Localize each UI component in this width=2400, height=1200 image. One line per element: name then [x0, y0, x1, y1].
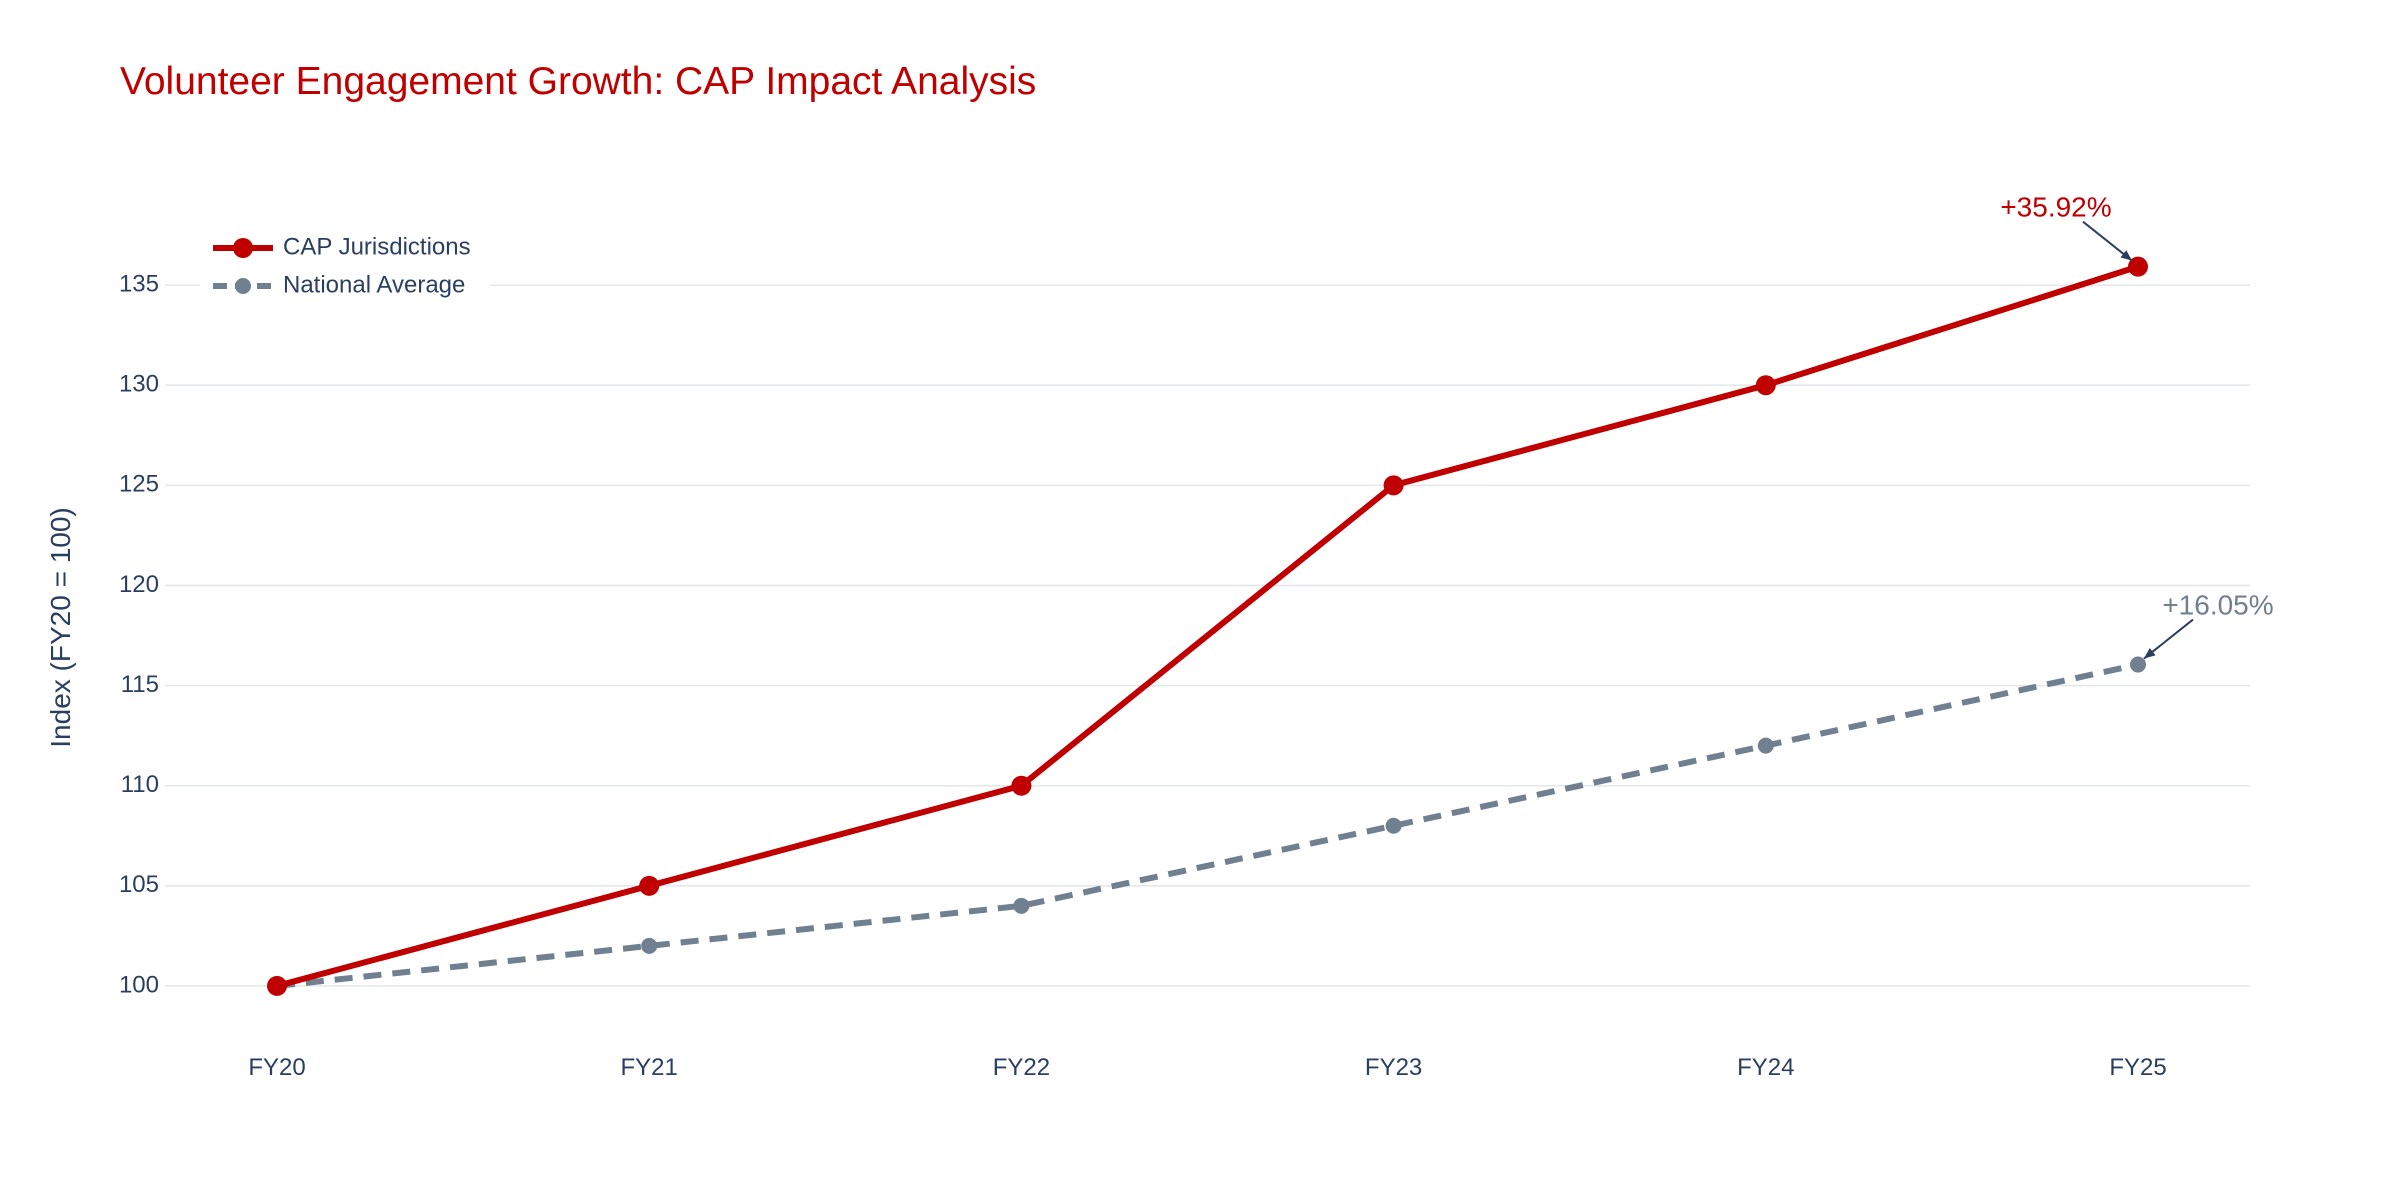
chart-title: Volunteer Engagement Growth: CAP Impact …: [120, 60, 1037, 103]
data-point[interactable]: [1757, 737, 1774, 754]
x-tick-label: FY20: [248, 1054, 305, 1081]
x-axis-ticks: FY20 FY21 FY22 FY23 FY24 FY25: [248, 1054, 2166, 1081]
series-national-average: [269, 656, 2146, 994]
data-point[interactable]: [267, 975, 287, 996]
y-tick-label: 125: [119, 471, 159, 498]
x-tick-label: FY24: [1737, 1054, 1794, 1081]
annotations: +35.92% +16.05%: [2000, 192, 2274, 660]
annotation: +35.92%: [2000, 192, 2133, 262]
legend-label: National Average: [283, 271, 465, 298]
data-point[interactable]: [1383, 475, 1404, 496]
y-tick-label: 130: [119, 371, 159, 398]
annotation-arrowhead: [2120, 250, 2132, 261]
data-point[interactable]: [1013, 897, 1030, 914]
series-cap-jurisdictions: [267, 256, 2148, 996]
y-tick-label: 135: [119, 270, 159, 297]
y-tick-label: 105: [119, 871, 159, 898]
annotation-arrowhead: [2144, 648, 2156, 659]
data-point[interactable]: [1755, 375, 1776, 396]
data-point[interactable]: [2130, 656, 2146, 673]
y-tick-label: 115: [121, 671, 159, 698]
x-tick-label: FY22: [993, 1054, 1050, 1081]
data-point[interactable]: [2128, 256, 2148, 277]
data-point[interactable]: [641, 937, 658, 954]
annotation-label: +35.92%: [2000, 192, 2111, 223]
series-line: [276, 661, 2139, 989]
legend-item[interactable]: CAP Jurisdictions: [213, 233, 471, 260]
y-tick-label: 110: [121, 771, 159, 798]
series-lines: [267, 256, 2148, 996]
legend-background: [200, 225, 490, 310]
series-line: [276, 263, 2139, 989]
legend-item[interactable]: National Average: [213, 271, 465, 298]
x-tick-label: FY23: [1365, 1054, 1422, 1081]
gridlines: [165, 284, 2250, 987]
y-tick-label: 120: [119, 571, 159, 598]
y-tick-label: 100: [119, 971, 159, 998]
x-tick-label: FY21: [621, 1054, 678, 1081]
annotation-label: +16.05%: [2162, 590, 2273, 621]
data-point[interactable]: [1385, 817, 1402, 834]
legend[interactable]: CAP Jurisdictions National Average: [200, 225, 490, 310]
y-axis-label: Index (FY20 = 100): [45, 507, 76, 747]
legend-label: CAP Jurisdictions: [283, 233, 471, 260]
legend-swatch-marker: [233, 238, 253, 258]
annotation: +16.05%: [2143, 590, 2274, 660]
x-tick-label: FY25: [2109, 1054, 2166, 1081]
data-point[interactable]: [639, 875, 660, 896]
y-axis-ticks: 100 105 110 115 120 125 130 135: [119, 270, 159, 998]
data-point[interactable]: [1011, 775, 1032, 796]
legend-swatch-marker: [235, 278, 251, 294]
